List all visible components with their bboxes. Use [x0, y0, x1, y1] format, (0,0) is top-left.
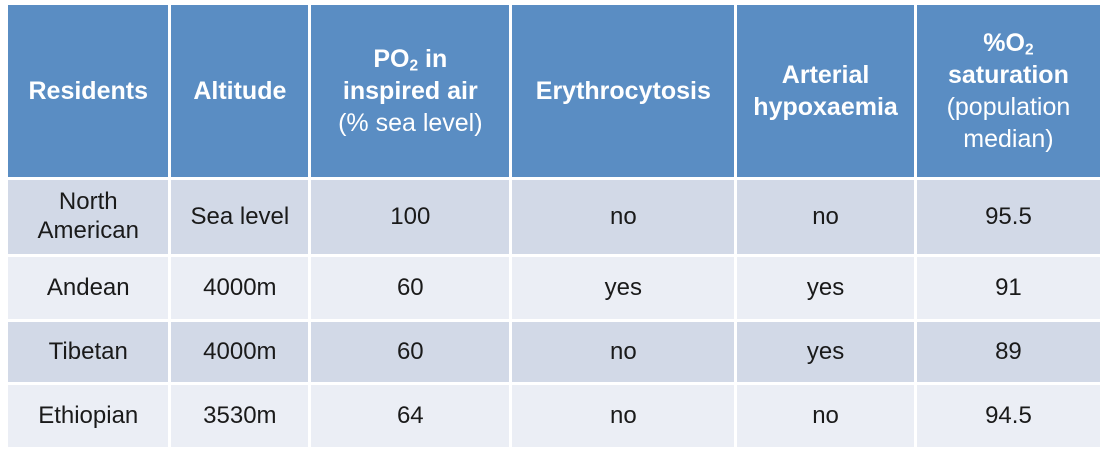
- table-cell: 89: [916, 322, 1100, 382]
- table-cell: 100: [311, 180, 510, 254]
- column-header-altitude: Altitude: [171, 5, 309, 177]
- subscript-text: 2: [409, 57, 419, 75]
- table-cell: yes: [737, 322, 914, 382]
- header-text-segment: saturation: [948, 61, 1069, 89]
- table-cell: 95.5: [916, 180, 1100, 254]
- column-header-text: Arterial hypoxaemia: [743, 59, 908, 123]
- header-row: Residents Altitude PO2 in inspired air (% …: [8, 5, 1100, 177]
- header-text-segment: (population median): [946, 93, 1071, 153]
- table-cell: 4000m: [171, 322, 309, 382]
- table-cell: Andean: [8, 257, 169, 319]
- column-header-text: %O2 saturation (population median): [923, 27, 1094, 155]
- header-text-segment: in inspired air: [342, 45, 478, 105]
- header-text-segment: %O: [983, 29, 1025, 57]
- column-header-erythrocytosis: Erythrocytosis: [512, 5, 735, 177]
- column-header-text: PO2 in inspired air (% sea level): [317, 43, 503, 139]
- column-header-text: Altitude: [177, 75, 302, 107]
- table-cell: 94.5: [916, 385, 1100, 447]
- table-row-tibetan: Tibetan 4000m 60 no yes 89: [8, 322, 1100, 382]
- table-cell: yes: [737, 257, 914, 319]
- table-cell: 64: [311, 385, 510, 447]
- table-header: Residents Altitude PO2 in inspired air (% …: [8, 5, 1100, 177]
- table-cell: Tibetan: [8, 322, 169, 382]
- table-cell: 91: [916, 257, 1100, 319]
- table-cell: no: [512, 385, 735, 447]
- table-row-ethiopian: Ethiopian 3530m 64 no no 94.5: [8, 385, 1100, 447]
- header-text-segment: Altitude: [193, 77, 287, 105]
- table-row-north-american: North American Sea level 100 no no 95.5: [8, 180, 1100, 254]
- header-text-segment: Erythrocytosis: [535, 77, 711, 105]
- subscript-text: 2: [1024, 41, 1034, 59]
- header-text-segment: Residents: [28, 77, 148, 105]
- table-cell: no: [737, 180, 914, 254]
- table-body: North American Sea level 100 no no 95.5 Andean…: [8, 180, 1100, 447]
- table-cell: no: [512, 180, 735, 254]
- column-header-text: Residents: [14, 75, 162, 107]
- table-cell: 3530m: [171, 385, 309, 447]
- table-cell: no: [512, 322, 735, 382]
- table-cell: 60: [311, 257, 510, 319]
- table-cell: North American: [8, 180, 169, 254]
- table-cell: Ethiopian: [8, 385, 169, 447]
- table-cell: Sea level: [171, 180, 309, 254]
- column-header-arterial-hypoxaemia: Arterial hypoxaemia: [737, 5, 914, 177]
- column-header-po2-in-inspired-air-sea-level: PO2 in inspired air (% sea level): [311, 5, 510, 177]
- column-header-text: Erythrocytosis: [518, 75, 728, 107]
- altitude-residents-table: Residents Altitude PO2 in inspired air (% …: [5, 2, 1103, 450]
- table-row-andean: Andean 4000m 60 yes yes 91: [8, 257, 1100, 319]
- header-text-segment: (% sea level): [338, 109, 483, 137]
- table-cell: no: [737, 385, 914, 447]
- table-cell: 60: [311, 322, 510, 382]
- table-cell: yes: [512, 257, 735, 319]
- column-header-residents: Residents: [8, 5, 169, 177]
- header-text-segment: Arterial hypoxaemia: [753, 61, 898, 121]
- table-cell: 4000m: [171, 257, 309, 319]
- header-text-segment: PO: [373, 45, 410, 73]
- column-header-o2-saturation-population-median: %O2 saturation (population median): [916, 5, 1100, 177]
